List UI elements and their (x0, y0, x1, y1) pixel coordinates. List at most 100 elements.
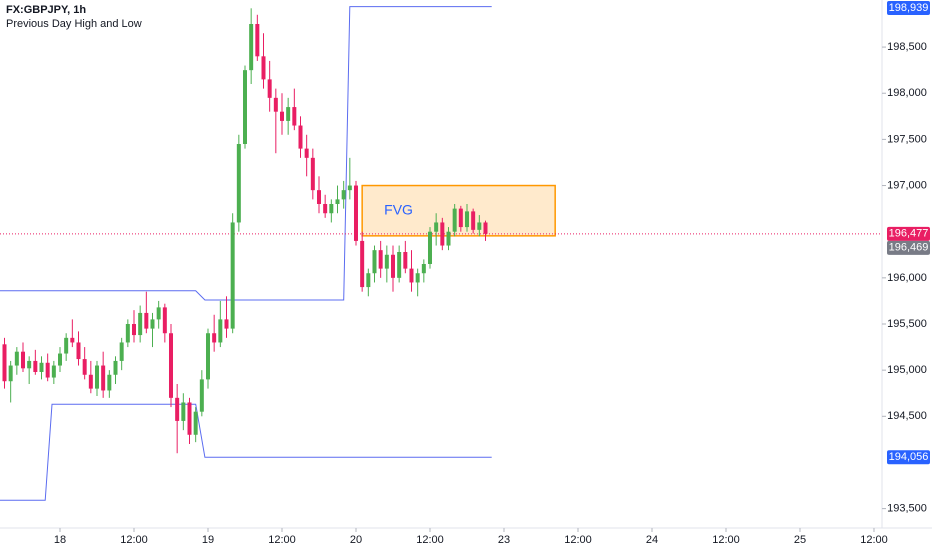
price-label-box (887, 226, 930, 241)
candle-body (230, 222, 235, 329)
x-tick-label: 23 (498, 534, 510, 546)
candle-body (88, 374, 93, 389)
candle-body (477, 222, 482, 230)
price-label: 194,056 (889, 451, 929, 463)
candle-body (212, 333, 217, 343)
candle-body (409, 268, 414, 283)
candle-body (452, 208, 457, 232)
candle-body (347, 185, 352, 191)
candle-body (255, 24, 260, 57)
candle-body (125, 324, 130, 343)
candle-body (101, 365, 106, 391)
x-tick-label: 12:00 (564, 534, 592, 546)
candle-body (27, 360, 32, 369)
candle-body (119, 342, 124, 361)
x-tick-label: 25 (794, 534, 806, 546)
candle-body (131, 324, 136, 336)
price-label-box (887, 450, 930, 465)
x-tick-label: 24 (646, 534, 658, 546)
y-tick-label: 194,500 (887, 410, 927, 422)
y-tick-label: 197,000 (887, 179, 927, 191)
price-label: 198,939 (889, 2, 929, 14)
fvg-box (361, 184, 556, 237)
candle-body (353, 185, 358, 241)
candle-body (70, 337, 75, 343)
candle-body (242, 70, 247, 144)
candle-body (446, 231, 451, 246)
candle-body (39, 362, 44, 372)
candle-body (366, 273, 371, 288)
price-label-box (887, 240, 930, 255)
candle-body (273, 97, 278, 112)
candle-body (427, 231, 432, 264)
x-tick-label: 12:00 (120, 534, 148, 546)
candle-body (378, 250, 383, 269)
candle-body (224, 319, 229, 329)
candle-body (483, 222, 488, 234)
candle-body (372, 250, 377, 274)
candle-body (58, 353, 63, 366)
candle-body (440, 222, 445, 246)
candle-body (471, 211, 476, 230)
x-tick-label: 12:00 (416, 534, 444, 546)
candle-body (434, 222, 439, 232)
y-tick-label: 197,500 (887, 133, 927, 145)
plot-area: FVG (0, 6, 882, 501)
candle-body (415, 273, 420, 283)
y-tick-label: 193,500 (887, 503, 927, 515)
candle-body (113, 360, 118, 375)
candle-body (390, 254, 395, 278)
x-tick-label: 20 (350, 534, 362, 546)
x-tick-label: 12:00 (712, 534, 740, 546)
candle-body (292, 107, 297, 126)
candle-body (261, 56, 266, 80)
candle-body (162, 307, 167, 334)
candle-body (316, 190, 321, 204)
y-tick-label: 196,000 (887, 272, 927, 284)
x-tick-label: 12:00 (860, 534, 888, 546)
price-label: 196,477 (889, 228, 929, 240)
y-tick-label: 198,500 (887, 41, 927, 53)
candle-body (181, 402, 186, 421)
candle-body (94, 365, 99, 389)
candle-body (329, 204, 334, 214)
candle-body (403, 252, 408, 269)
y-tick-label: 198,000 (887, 87, 927, 99)
candle-body (267, 79, 272, 98)
candle-body (51, 365, 56, 378)
candle-body (360, 240, 365, 288)
candle-body (144, 312, 149, 329)
candle-body (175, 397, 180, 421)
y-tick-label: 195,000 (887, 364, 927, 376)
price-label-box (887, 1, 930, 15)
candle-body (218, 319, 223, 343)
candle-body (236, 144, 241, 223)
candle-body (304, 148, 309, 158)
candle-body (279, 111, 284, 121)
candle-body (341, 190, 346, 200)
candle-body (8, 365, 13, 382)
candle-body (286, 107, 291, 121)
candle-body (156, 307, 161, 320)
candle-body (2, 344, 7, 382)
candle-body (464, 211, 469, 228)
candle-body (82, 359, 87, 375)
candle-body (64, 337, 69, 354)
candle-body (33, 360, 38, 372)
candle-body (335, 199, 340, 204)
candle-body (249, 24, 254, 71)
candle-body (150, 319, 155, 329)
candle-body (107, 374, 112, 391)
candle-body (458, 208, 463, 228)
candle-body (199, 379, 204, 412)
candle-body (187, 402, 192, 435)
candle-body (138, 312, 143, 336)
x-tick-label: 18 (54, 534, 66, 546)
candle-body (168, 333, 173, 398)
previous-day-line (0, 6, 492, 301)
candle-body (193, 411, 198, 435)
candle-body (323, 204, 328, 214)
price-label: 196,469 (889, 242, 929, 254)
